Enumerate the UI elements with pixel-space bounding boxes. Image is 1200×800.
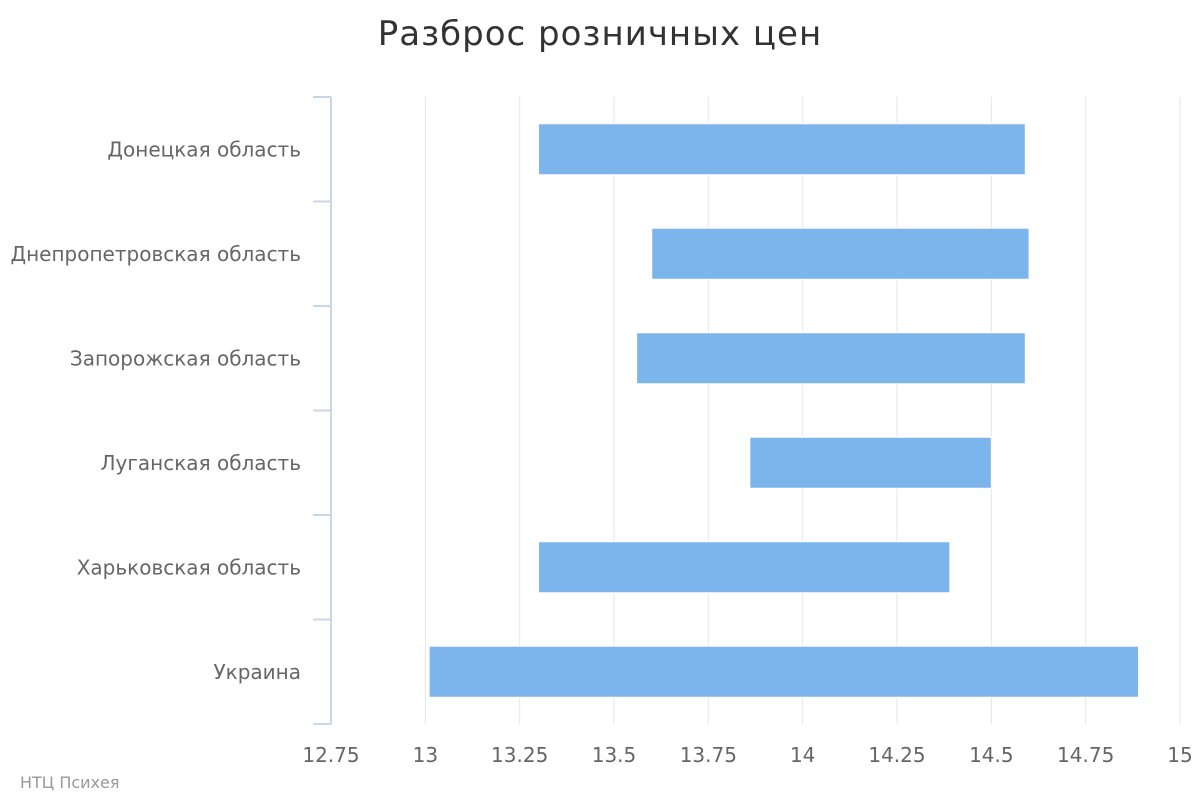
range-bar[interactable]	[651, 227, 1030, 280]
category-label: Луганская область	[101, 451, 301, 475]
category-axis	[313, 96, 332, 725]
grid-lines	[424, 97, 1181, 724]
category-label: Запорожская область	[70, 346, 301, 370]
value-axis-labels: 12.75 13 13.25 13.5 13.75 14 14.25 14.5 14.75 15	[302, 743, 1192, 767]
range-bar[interactable]	[538, 123, 1026, 176]
range-bar[interactable]	[538, 541, 951, 594]
x-tick-label: 13	[413, 743, 438, 767]
category-label: Харьковская область	[77, 555, 301, 579]
x-tick-label: 13.5	[592, 743, 637, 767]
x-tick-label: 14.5	[969, 743, 1014, 767]
range-bar[interactable]	[636, 332, 1026, 385]
x-tick-label: 14.75	[1057, 743, 1114, 767]
category-labels: Донецкая область Днепропетровская область…	[10, 137, 301, 684]
category-label: Украина	[213, 660, 301, 684]
category-label: Донецкая область	[107, 137, 301, 161]
x-tick-label: 13.25	[491, 743, 548, 767]
bars	[428, 123, 1139, 698]
range-bar[interactable]	[428, 645, 1139, 698]
x-tick-label: 12.75	[302, 743, 359, 767]
x-tick-label: 14	[790, 743, 815, 767]
chart-title: Разброс розничных цен	[377, 14, 823, 54]
range-bar[interactable]	[749, 436, 992, 489]
x-tick-label: 15	[1167, 743, 1192, 767]
credits-label: НТЦ Психея	[20, 773, 120, 792]
x-tick-label: 14.25	[868, 743, 925, 767]
x-tick-label: 13.75	[680, 743, 737, 767]
category-label: Днепропетровская область	[10, 242, 301, 266]
